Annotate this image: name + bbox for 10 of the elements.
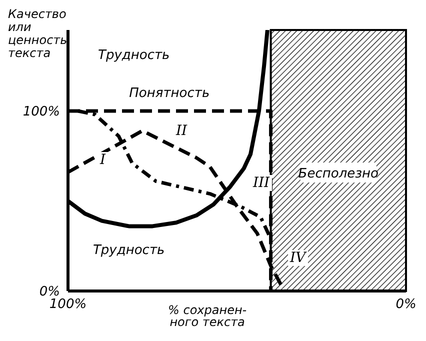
- band-label: Бесполезно: [298, 166, 379, 182]
- series-label: Понятность: [129, 86, 210, 101]
- y-axis-title: Качество или ценность текста: [8, 7, 68, 60]
- annotation: I: [98, 152, 108, 168]
- annotation: III: [251, 175, 272, 191]
- x-axis-title: % сохранен- ного текста: [168, 303, 247, 329]
- annotation: IV: [288, 250, 308, 266]
- series-label: Трудность: [92, 243, 165, 258]
- annotation: II: [174, 123, 190, 139]
- annotation: Трудность: [98, 48, 170, 64]
